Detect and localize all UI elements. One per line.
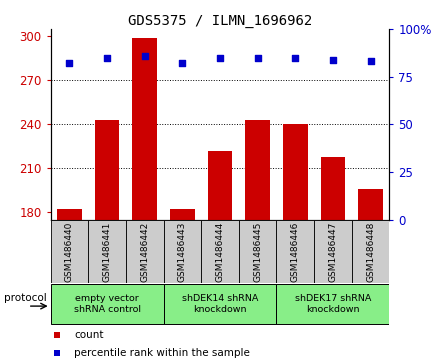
Point xyxy=(179,60,186,66)
Point xyxy=(141,53,148,58)
Bar xyxy=(170,209,194,363)
Text: GSM1486446: GSM1486446 xyxy=(291,221,300,282)
Point xyxy=(254,55,261,61)
Point xyxy=(103,55,110,61)
Text: GSM1486444: GSM1486444 xyxy=(216,221,224,281)
Point xyxy=(66,60,73,66)
Point xyxy=(216,55,224,61)
Text: shDEK17 shRNA
knockdown: shDEK17 shRNA knockdown xyxy=(295,294,371,314)
Bar xyxy=(57,209,82,363)
Bar xyxy=(283,124,308,363)
Text: GSM1486447: GSM1486447 xyxy=(328,221,337,282)
Bar xyxy=(358,189,383,363)
Text: GSM1486442: GSM1486442 xyxy=(140,221,149,281)
Bar xyxy=(201,220,239,283)
Point xyxy=(367,58,374,64)
Bar xyxy=(95,120,119,363)
Text: GSM1486448: GSM1486448 xyxy=(366,221,375,282)
Bar xyxy=(246,120,270,363)
Text: protocol: protocol xyxy=(4,293,47,303)
Bar xyxy=(51,220,88,283)
Bar xyxy=(126,220,164,283)
Text: empty vector
shRNA control: empty vector shRNA control xyxy=(73,294,140,314)
Bar xyxy=(164,220,201,283)
Bar xyxy=(88,220,126,283)
Bar xyxy=(276,220,314,283)
Title: GDS5375 / ILMN_1696962: GDS5375 / ILMN_1696962 xyxy=(128,14,312,28)
Point xyxy=(330,57,337,62)
Text: shDEK14 shRNA
knockdown: shDEK14 shRNA knockdown xyxy=(182,294,258,314)
Point xyxy=(292,55,299,61)
Text: count: count xyxy=(74,330,104,340)
Bar xyxy=(208,151,232,363)
Text: percentile rank within the sample: percentile rank within the sample xyxy=(74,348,250,358)
Text: GSM1486445: GSM1486445 xyxy=(253,221,262,282)
Bar xyxy=(164,284,276,324)
Bar xyxy=(321,156,345,363)
Bar xyxy=(276,284,389,324)
Text: GSM1486443: GSM1486443 xyxy=(178,221,187,282)
Bar xyxy=(352,220,389,283)
Bar xyxy=(132,38,157,363)
Bar xyxy=(314,220,352,283)
Text: GSM1486440: GSM1486440 xyxy=(65,221,74,282)
Text: GSM1486441: GSM1486441 xyxy=(103,221,112,282)
Bar xyxy=(239,220,276,283)
Bar xyxy=(51,284,164,324)
